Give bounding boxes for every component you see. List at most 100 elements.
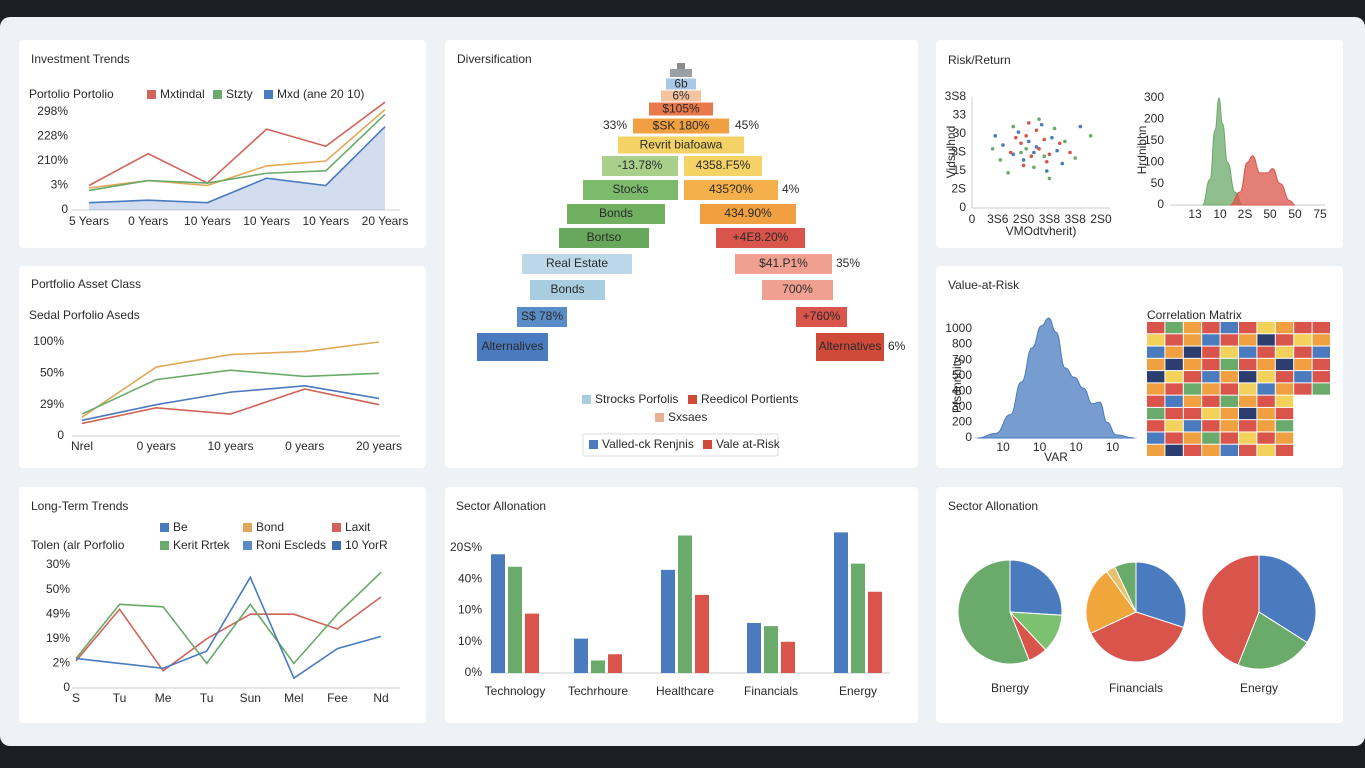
x-tick-label: 10: [1069, 440, 1083, 454]
y-tick-label: 50%: [46, 582, 70, 596]
legend-label: Be: [173, 520, 188, 534]
panel-title: Diversification: [457, 52, 532, 66]
pie-label: Bnergy: [991, 681, 1029, 695]
heatmap-cell: [1275, 395, 1294, 407]
heatmap-cell: [1220, 432, 1238, 444]
point: [1042, 137, 1047, 142]
y-axis-title: Hrdnibhn: [1135, 126, 1149, 175]
point: [1052, 126, 1057, 131]
point: [1078, 124, 1083, 129]
heatmap-cell: [1220, 395, 1238, 407]
point: [990, 147, 995, 151]
heatmap-cell: [1147, 334, 1165, 346]
heatmap-cell: [1202, 383, 1220, 395]
x-tick-label: 2S: [1238, 207, 1253, 221]
bar: [781, 641, 795, 673]
line: [75, 571, 382, 665]
legend-swatch: [655, 413, 664, 422]
heatmap-cell: [1312, 383, 1330, 395]
x-tick-label: Mel: [284, 691, 303, 705]
y-tick-label: 100: [1144, 154, 1164, 168]
legend-label: Kerit Rrtek: [173, 538, 231, 552]
bar: [508, 566, 522, 673]
bar-label: 6%: [672, 89, 690, 103]
pyramid-bar: [618, 136, 744, 154]
y-tick-label: 50%: [40, 366, 64, 380]
y-tick-label: 20S%: [450, 540, 482, 554]
heatmap-cell: [1183, 334, 1202, 346]
heatmap-cell: [1165, 407, 1183, 420]
pyramid-bar: [666, 78, 696, 90]
point: [1055, 148, 1059, 153]
heatmap-cell: [1312, 334, 1330, 346]
heatmap-cell: [1202, 334, 1220, 346]
subtitle: Tolen (alr Porfolio: [31, 538, 125, 552]
heatmap-cell: [1220, 334, 1238, 346]
legend-label: Strocks Porfolis: [595, 392, 678, 406]
point: [1008, 150, 1013, 155]
heatmap-cell: [1257, 358, 1275, 371]
heatmap-cell: [1147, 432, 1165, 444]
y-tick-label: 1000: [945, 321, 972, 335]
point: [1016, 130, 1021, 134]
y-tick-label: 2%: [53, 656, 71, 670]
y-tick-label: 40%: [458, 571, 482, 585]
heatmap-cell: [1165, 346, 1183, 358]
y-tick-label: 10%: [458, 603, 482, 617]
point: [1019, 150, 1023, 155]
bar-label: 700%: [782, 282, 813, 296]
x-axis-title: VAR: [1044, 450, 1068, 464]
bar-label: Revrit biafoawa: [640, 138, 723, 152]
point: [1032, 165, 1036, 170]
x-tick-label: Technology: [485, 684, 546, 698]
y-tick-label: 30: [953, 126, 967, 140]
bar-label: 6b: [674, 77, 688, 91]
heatmap-cell: [1165, 334, 1183, 346]
bar: [851, 563, 865, 673]
heatmap-cell: [1239, 334, 1257, 346]
heatmap-cell: [1220, 322, 1238, 334]
heatmap-cell: [1183, 383, 1202, 395]
bar: [868, 591, 882, 673]
heatmap-cell: [1275, 383, 1294, 395]
x-tick-label: 0 years: [137, 439, 176, 453]
heatmap-cell: [1202, 346, 1220, 358]
heatmap-cell: [1183, 432, 1202, 444]
card: [445, 40, 918, 468]
heatmap-cell: [1312, 371, 1330, 383]
heatmap-cell: [1183, 346, 1202, 358]
y-tick-label: 150: [1144, 133, 1164, 147]
y-axis-title: Vidsulhnd: [944, 126, 958, 179]
pyramid-bar: [633, 118, 729, 134]
y-tick-label: 3S8: [945, 89, 967, 103]
y-tick-label: 300: [952, 399, 972, 413]
point: [1011, 124, 1016, 129]
heatmap-cell: [1165, 322, 1183, 334]
pyramid-bar: [649, 102, 713, 116]
bar-label: Stocks: [612, 182, 648, 196]
point: [1057, 141, 1062, 146]
legend-swatch: [582, 395, 591, 404]
heatmap-cell: [1202, 395, 1220, 407]
heatmap-cell: [1275, 432, 1294, 444]
point: [1019, 141, 1023, 146]
x-tick-label: 10 years: [207, 439, 253, 453]
point: [1021, 158, 1026, 162]
pie-label: Energy: [1240, 681, 1278, 695]
point: [1014, 135, 1018, 140]
heatmap-cell: [1165, 395, 1183, 407]
heatmap-cell: [1257, 322, 1275, 334]
legend-label: Stzty: [226, 87, 253, 101]
panel-title: Sector Allonation: [948, 499, 1038, 513]
heatmap-cell: [1183, 322, 1202, 334]
legend-swatch: [160, 541, 169, 550]
heatmap-cell: [1239, 371, 1257, 383]
left-bar: [477, 333, 548, 361]
heatmap-cell: [1147, 444, 1165, 456]
right-bar: [735, 254, 832, 274]
heatmap-cell: [1202, 407, 1220, 420]
x-tick-label: Nd: [373, 691, 388, 705]
legend-label: Reedicol Portients: [701, 392, 798, 406]
bar-label: Bonds: [550, 282, 584, 296]
point: [1026, 139, 1031, 144]
